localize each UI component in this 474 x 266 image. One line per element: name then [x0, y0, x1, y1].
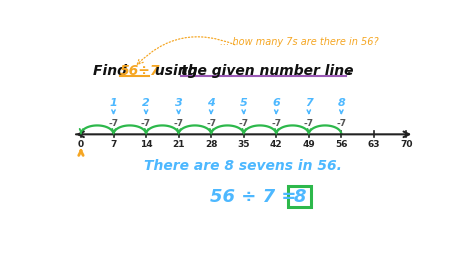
- Text: 56 ÷ 7 =: 56 ÷ 7 =: [210, 188, 303, 206]
- Text: 0: 0: [78, 140, 84, 149]
- Text: using: using: [150, 64, 202, 78]
- Text: 14: 14: [140, 140, 152, 149]
- Text: 4: 4: [207, 98, 215, 109]
- Text: 28: 28: [205, 140, 218, 149]
- Text: Find: Find: [93, 64, 132, 78]
- Text: -7: -7: [109, 119, 118, 128]
- Text: .: .: [347, 64, 352, 78]
- Text: 2: 2: [142, 98, 150, 109]
- Text: 70: 70: [400, 140, 413, 149]
- Text: ... how many 7s are there in 56?: ... how many 7s are there in 56?: [220, 37, 379, 47]
- Text: -7: -7: [141, 119, 151, 128]
- Text: -7: -7: [271, 119, 281, 128]
- Text: the given number line: the given number line: [181, 64, 354, 78]
- Text: -7: -7: [304, 119, 314, 128]
- Text: 56: 56: [335, 140, 347, 149]
- Text: -7: -7: [173, 119, 183, 128]
- Text: 21: 21: [173, 140, 185, 149]
- Text: -7: -7: [238, 119, 249, 128]
- Text: 8: 8: [337, 98, 345, 109]
- FancyBboxPatch shape: [288, 186, 311, 207]
- Text: 63: 63: [368, 140, 380, 149]
- Text: 3: 3: [175, 98, 182, 109]
- Text: 56÷7: 56÷7: [120, 64, 160, 78]
- Text: 35: 35: [237, 140, 250, 149]
- Text: -7: -7: [206, 119, 216, 128]
- Text: 8: 8: [293, 188, 306, 206]
- Text: 49: 49: [302, 140, 315, 149]
- Text: 6: 6: [273, 98, 280, 109]
- Text: 1: 1: [109, 98, 118, 109]
- Text: 42: 42: [270, 140, 283, 149]
- Text: 7: 7: [110, 140, 117, 149]
- Text: 5: 5: [240, 98, 247, 109]
- Text: 7: 7: [305, 98, 313, 109]
- Text: There are 8 sevens in 56.: There are 8 sevens in 56.: [144, 159, 342, 173]
- Text: -7: -7: [336, 119, 346, 128]
